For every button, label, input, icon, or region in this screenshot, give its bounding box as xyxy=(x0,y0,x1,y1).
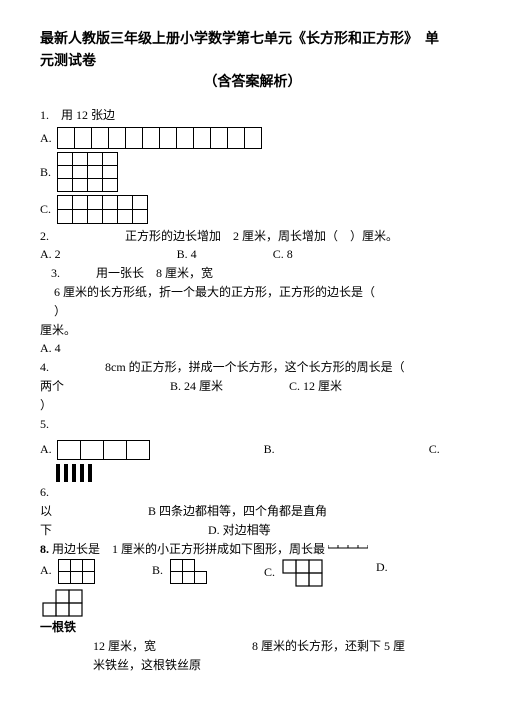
q3-stem: 用一张长 8 厘米，宽 xyxy=(96,266,213,280)
page: 最新人教版三年级上册小学数学第七单元《长方形和正方形》 单 元测试卷 （含答案解… xyxy=(0,0,505,696)
q3: 3. 用一张长 8 厘米，宽 xyxy=(40,265,465,282)
title-line2: 元测试卷 xyxy=(40,52,465,72)
q4-C: C. 12 厘米 xyxy=(289,379,342,393)
q6-line2: 下 xyxy=(40,523,52,537)
q4-line2a: 两个 xyxy=(40,379,64,393)
grid-1x4 xyxy=(58,440,150,459)
q6-optD: D. 对边相等 xyxy=(208,523,271,537)
q2-opts: A. 2 B. 4 C. 8 xyxy=(40,246,465,263)
q6-row1: 以 B 四条边都相等，四个角都是直角 xyxy=(40,503,465,520)
q4: 4. 8cm 的正方形，拼成一个长方形，这个长方形的周长是（ xyxy=(40,359,465,376)
q1-optB: B. xyxy=(40,153,465,192)
gridA xyxy=(59,559,95,583)
q3-line2: 6 厘米的长方形纸，折一个最大的正方形，正方形的边长是（ xyxy=(40,284,465,301)
q4-line2b: ） xyxy=(40,397,465,414)
q3-A: A. 4 xyxy=(40,340,465,357)
tail-line2: 12 厘米，宽 8 厘米的长方形，还剩下 5 厘 xyxy=(40,638,465,655)
tail-l2a: 12 厘米，宽 xyxy=(93,639,156,653)
q3-unit: 厘米。 xyxy=(40,322,465,339)
q3-line3: ） xyxy=(40,303,465,320)
q2-num: 2. xyxy=(40,229,49,243)
grid-1x12 xyxy=(58,128,262,149)
tail-line1: 一根铁 xyxy=(40,619,465,636)
q1-stem: 1. 用 12 张边 xyxy=(40,107,465,124)
q1-C-label: C. xyxy=(40,201,51,218)
q1-B-label: B. xyxy=(40,164,51,181)
q4-line2: 两个 B. 24 厘米 C. 12 厘米 xyxy=(40,378,465,395)
subtitle: （含答案解析） xyxy=(40,73,465,93)
q1-optC: C. xyxy=(40,196,465,224)
q3-num: 3. xyxy=(51,266,60,280)
q6-optB: B 四条边都相等，四个角都是直角 xyxy=(148,504,327,518)
gridB xyxy=(170,559,206,583)
q8-opts-row: A. B. C. D. xyxy=(40,559,465,587)
q8-B: B. xyxy=(152,562,163,579)
q8-D-shape xyxy=(42,589,465,617)
brace-icon xyxy=(328,545,368,555)
q2: 2. 正方形的边长增加 2 厘米，周长增加（ ）厘米。 xyxy=(40,228,465,245)
tail-line3: 米铁丝，这根铁丝原 xyxy=(40,657,465,674)
q2-A: A. 2 xyxy=(40,247,61,261)
q8-D: D. xyxy=(376,559,388,576)
q8-A: A. xyxy=(40,562,52,579)
title-line1: 最新人教版三年级上册小学数学第七单元《长方形和正方形》 单 xyxy=(40,30,465,50)
q4-stem: 8cm 的正方形，拼成一个长方形，这个长方形的周长是（ xyxy=(105,360,405,374)
q5-num: 5. xyxy=(40,416,465,433)
q5-row: A. B. C. xyxy=(40,440,465,459)
q6-line1: 以 xyxy=(40,504,52,518)
q2-stem: 正方形的边长增加 2 厘米，周长增加（ ）厘米。 xyxy=(125,229,398,243)
q8: 8. 用边长是 1 厘米的小正方形拼成如下图形，周长最 xyxy=(40,541,465,558)
q6-row2: 下 D. 对边相等 xyxy=(40,522,465,539)
q5-B: B. xyxy=(264,441,275,458)
q8-C: C. xyxy=(264,564,275,581)
diamonds-row xyxy=(54,465,465,482)
gridC xyxy=(282,559,324,587)
grid-2x6 xyxy=(57,196,147,224)
q4-B: B. 24 厘米 xyxy=(170,379,223,393)
tail-l2b: 8 厘米的长方形，还剩下 5 厘 xyxy=(252,639,405,653)
q8-stem: 用边长是 1 厘米的小正方形拼成如下图形，周长最 xyxy=(52,542,325,556)
q1-A-label: A. xyxy=(40,130,52,147)
q5-A: A. xyxy=(40,441,52,458)
q1-optA: A. xyxy=(40,128,465,149)
q5-C: C. xyxy=(429,441,440,458)
tail-l3: 米铁丝，这根铁丝原 xyxy=(93,658,201,672)
q8-num: 8. xyxy=(40,542,49,556)
q6-num: 6. xyxy=(40,484,465,501)
q2-B: B. 4 xyxy=(177,247,197,261)
grid-3x4 xyxy=(57,153,117,192)
q4-num: 4. xyxy=(40,360,49,374)
q2-C: C. 8 xyxy=(273,247,293,261)
